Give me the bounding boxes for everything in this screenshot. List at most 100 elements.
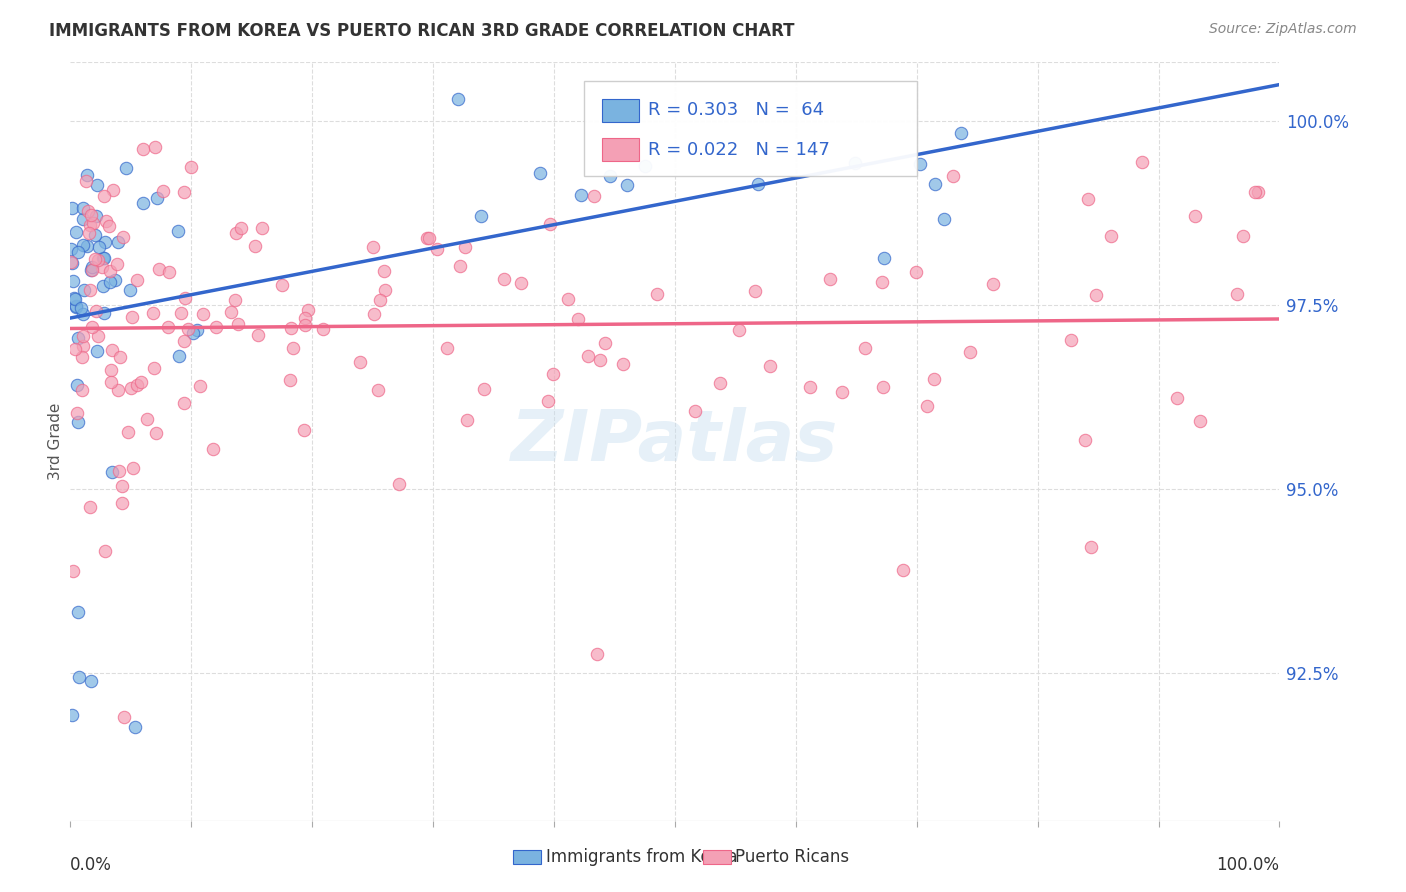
Point (67, 415, 90, 429)
Point (510, 276, 533, 290)
Point (492, 272, 515, 286)
Point (76, 203, 98, 218)
Point (229, 221, 252, 235)
Point (87, 240, 110, 254)
Text: Source: ZipAtlas.com: Source: ZipAtlas.com (1209, 22, 1357, 37)
Point (60, 707, 83, 722)
Point (181, 326, 204, 340)
Point (294, 310, 316, 325)
Point (683, 404, 706, 418)
Point (77, 226, 100, 240)
Point (66, 245, 89, 260)
Point (107, 383, 129, 397)
Point (436, 342, 458, 356)
Point (612, 357, 634, 371)
Point (83, 252, 105, 266)
Point (79, 218, 101, 232)
Point (80, 207, 103, 221)
Point (449, 260, 471, 274)
Point (188, 379, 211, 393)
FancyBboxPatch shape (602, 99, 638, 121)
Point (349, 355, 371, 369)
Point (853, 341, 876, 355)
Point (470, 209, 492, 223)
Point (924, 371, 946, 385)
Point (152, 184, 174, 198)
Point (367, 383, 389, 397)
Point (294, 318, 316, 332)
Point (1226, 287, 1249, 301)
Point (447, 91, 470, 105)
Point (363, 307, 385, 321)
Point (292, 423, 315, 437)
Point (65, 301, 87, 315)
Text: 0.0%: 0.0% (70, 856, 112, 874)
Point (84, 227, 107, 242)
Point (100, 375, 122, 389)
Point (65, 406, 87, 420)
Point (66, 331, 89, 345)
Text: Immigrants from Korea: Immigrants from Korea (546, 848, 737, 866)
Point (219, 305, 242, 319)
Point (747, 177, 769, 191)
Point (1232, 229, 1254, 244)
Point (1189, 414, 1212, 428)
Text: 100.0%: 100.0% (1216, 856, 1279, 874)
Text: R = 0.303   N =  64: R = 0.303 N = 64 (648, 101, 824, 120)
Point (98, 275, 121, 289)
Point (108, 464, 131, 478)
Point (1243, 186, 1265, 200)
Point (583, 189, 606, 203)
Point (981, 277, 1004, 291)
Point (72, 328, 94, 343)
Point (191, 307, 214, 321)
Point (1099, 229, 1122, 244)
Point (117, 425, 139, 440)
Point (224, 293, 246, 307)
Point (82, 262, 104, 277)
Point (60, 255, 83, 269)
FancyBboxPatch shape (602, 138, 638, 161)
Point (173, 396, 195, 410)
Point (72, 211, 94, 226)
Point (93, 189, 115, 203)
Point (297, 302, 319, 317)
Point (174, 292, 197, 306)
Point (271, 278, 294, 293)
Point (1073, 433, 1095, 447)
Point (132, 142, 155, 156)
Point (94, 544, 117, 558)
Point (280, 321, 302, 335)
Point (72, 201, 94, 215)
Point (167, 224, 190, 238)
Point (541, 367, 564, 381)
Point (110, 496, 132, 510)
Point (1246, 185, 1268, 199)
Point (454, 240, 477, 254)
Point (146, 191, 169, 205)
Point (67, 670, 90, 684)
Point (73, 283, 96, 297)
Point (120, 283, 142, 297)
Point (1080, 540, 1102, 554)
Point (593, 336, 616, 351)
Point (100, 264, 122, 278)
Point (727, 322, 749, 336)
Point (278, 373, 301, 387)
Point (873, 251, 896, 265)
Point (79, 283, 101, 297)
Point (120, 381, 142, 395)
Text: R = 0.022   N = 147: R = 0.022 N = 147 (648, 141, 830, 159)
Point (373, 263, 395, 277)
Point (76, 169, 98, 183)
Point (616, 178, 638, 193)
Point (1085, 288, 1108, 302)
Point (1130, 154, 1153, 169)
Point (115, 161, 138, 175)
Point (368, 293, 391, 308)
Point (80, 262, 103, 277)
Point (799, 380, 821, 394)
Point (101, 465, 124, 479)
Point (82, 216, 104, 230)
Point (283, 341, 305, 355)
